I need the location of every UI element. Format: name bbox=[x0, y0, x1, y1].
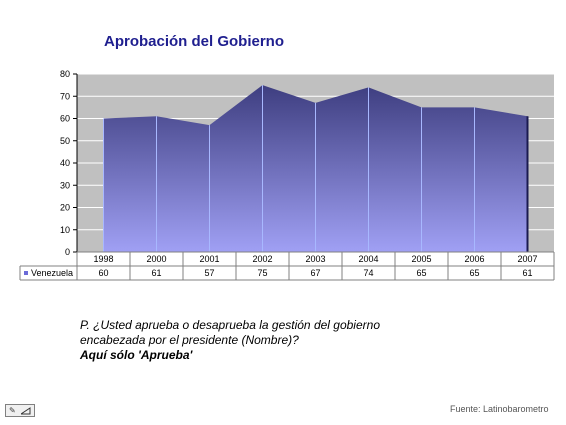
data-label: 61 bbox=[522, 268, 532, 278]
survey-question: P. ¿Usted aprueba o desaprueba la gestió… bbox=[80, 318, 440, 363]
x-tick-label: 2007 bbox=[517, 254, 537, 264]
x-tick-label: 2003 bbox=[305, 254, 325, 264]
x-tick-label: 2002 bbox=[252, 254, 272, 264]
y-tick-label: 20 bbox=[60, 203, 70, 213]
question-note: Aquí sólo 'Aprueba' bbox=[80, 348, 193, 362]
chart-title: Aprobación del Gobierno bbox=[104, 33, 285, 50]
source-note: Fuente: Latinobarometro bbox=[450, 404, 549, 414]
x-tick-label: 2004 bbox=[358, 254, 378, 264]
y-tick-label: 80 bbox=[60, 69, 70, 79]
data-label: 60 bbox=[98, 268, 108, 278]
x-tick-label: 2006 bbox=[464, 254, 484, 264]
pen-icon: ✎ bbox=[9, 406, 16, 415]
legend-label: Venezuela bbox=[31, 268, 73, 278]
x-tick-label: 2001 bbox=[199, 254, 219, 264]
arrow-icon bbox=[21, 407, 31, 415]
x-tick-label: 1998 bbox=[93, 254, 113, 264]
data-label: 65 bbox=[469, 268, 479, 278]
data-label: 65 bbox=[416, 268, 426, 278]
legend-marker bbox=[24, 271, 28, 275]
y-axis: 0 10 20 30 40 50 60 70 80 bbox=[60, 69, 78, 257]
y-tick-label: 60 bbox=[60, 114, 70, 124]
data-label: 67 bbox=[310, 268, 320, 278]
data-label: 61 bbox=[151, 268, 161, 278]
data-label: 57 bbox=[204, 268, 214, 278]
area-chart: 0 10 20 30 40 50 60 70 80 1998 60 2000 61 2001 57 2002… bbox=[19, 69, 555, 281]
y-tick-label: 0 bbox=[65, 247, 70, 257]
y-tick-label: 30 bbox=[60, 180, 70, 190]
y-tick-label: 50 bbox=[60, 136, 70, 146]
data-table: 1998 60 2000 61 2001 57 2002 75 2003 67 2004 74 2005… bbox=[19, 251, 555, 281]
data-label: 74 bbox=[363, 268, 373, 278]
y-tick-label: 70 bbox=[60, 91, 70, 101]
x-tick-label: 2005 bbox=[411, 254, 431, 264]
data-label: 75 bbox=[257, 268, 267, 278]
slide-nav-button[interactable]: ✎ bbox=[5, 404, 35, 417]
x-tick-label: 2000 bbox=[146, 254, 166, 264]
y-tick-label: 10 bbox=[60, 225, 70, 235]
y-tick-label: 40 bbox=[60, 158, 70, 168]
drop-lines bbox=[103, 85, 529, 252]
question-line-2: encabezada por el presidente (Nombre)? bbox=[80, 333, 299, 347]
question-line-1: P. ¿Usted aprueba o desaprueba la gestió… bbox=[80, 318, 380, 332]
